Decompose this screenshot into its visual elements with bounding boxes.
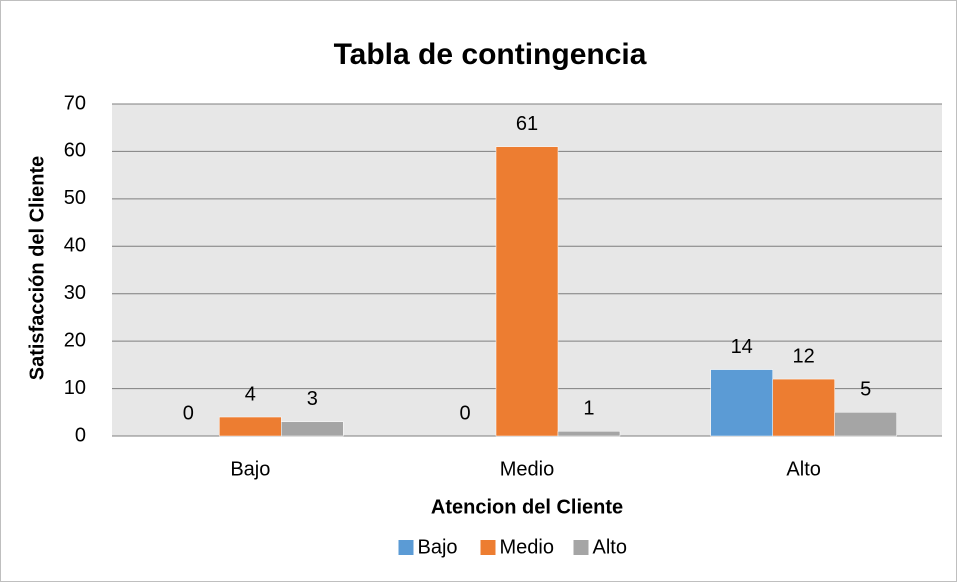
data-label: 5 — [860, 379, 871, 401]
data-label: 0 — [459, 402, 470, 424]
bar — [281, 421, 344, 437]
x-tick-label: Alto — [786, 458, 820, 480]
legend-swatch — [480, 540, 496, 555]
x-axis-label: Atencion del Cliente — [431, 496, 623, 518]
data-label: 3 — [307, 388, 318, 410]
bar — [772, 378, 835, 437]
bar — [557, 431, 621, 437]
y-tick-label: 0 — [75, 424, 86, 446]
bar — [834, 412, 897, 437]
legend-swatch — [398, 540, 414, 555]
data-label: 4 — [245, 383, 256, 405]
bar — [710, 369, 773, 437]
legend-label: Medio — [500, 536, 554, 558]
data-label: 61 — [516, 113, 538, 135]
y-tick-label: 50 — [64, 187, 86, 209]
y-tick-label: 40 — [64, 235, 86, 257]
y-tick-label: 10 — [64, 377, 86, 399]
y-tick-label: 30 — [64, 282, 86, 304]
legend-label: Alto — [593, 536, 627, 558]
data-label: 14 — [731, 336, 753, 358]
data-label: 0 — [183, 402, 194, 424]
bar — [219, 416, 282, 437]
bar — [495, 146, 559, 437]
y-tick-label: 60 — [64, 140, 86, 162]
y-tick-label: 20 — [64, 329, 86, 351]
legend-label: Bajo — [418, 536, 458, 558]
data-label: 12 — [793, 345, 815, 367]
data-label: 1 — [583, 398, 594, 420]
chart-title: Tabla de contingencia — [334, 38, 647, 71]
y-axis-label: Satisfacción del Cliente — [26, 156, 48, 381]
legend-swatch — [573, 540, 589, 555]
y-tick-label: 70 — [64, 92, 86, 114]
x-tick-label: Medio — [500, 458, 554, 480]
x-tick-label: Bajo — [230, 458, 270, 480]
